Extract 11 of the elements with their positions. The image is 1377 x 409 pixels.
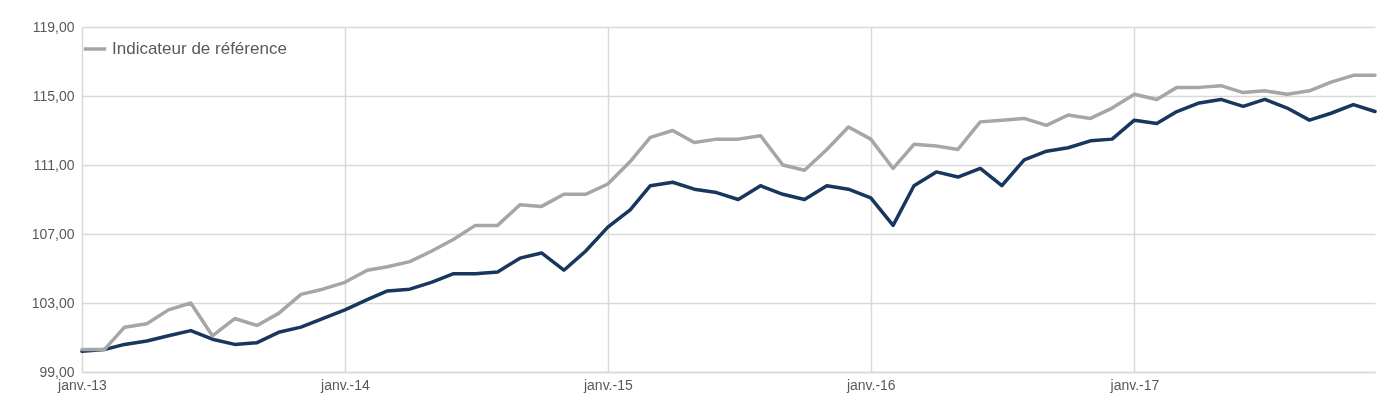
y-tick-label: 99,00 <box>39 363 75 380</box>
y-tick-label: 115,00 <box>32 87 75 104</box>
x-tick-label: janv.-15 <box>582 376 633 393</box>
x-tick-label: janv.-16 <box>845 376 896 393</box>
x-tick-label: janv.-17 <box>1109 376 1160 393</box>
y-tick-label: 103,00 <box>31 294 75 311</box>
x-tick-label: janv.-14 <box>320 376 371 393</box>
y-tick-label: 111,00 <box>33 156 75 173</box>
legend-label: Indicateur de référence <box>112 39 287 58</box>
y-tick-label: 107,00 <box>31 225 75 242</box>
y-tick-label: 119,00 <box>32 18 75 35</box>
